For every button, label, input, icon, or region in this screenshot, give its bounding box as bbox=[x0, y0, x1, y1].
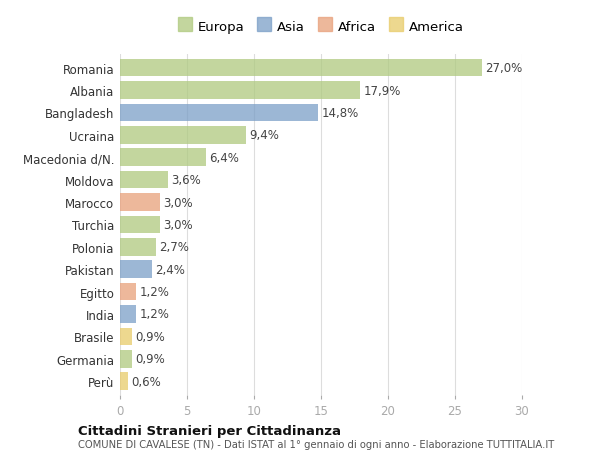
Bar bbox=[120, 60, 482, 77]
Bar bbox=[120, 306, 136, 323]
Bar bbox=[120, 127, 246, 144]
Text: 2,4%: 2,4% bbox=[155, 263, 185, 276]
Text: 27,0%: 27,0% bbox=[485, 62, 523, 75]
Text: 3,0%: 3,0% bbox=[164, 196, 193, 209]
Text: 14,8%: 14,8% bbox=[322, 106, 359, 120]
Bar bbox=[120, 194, 160, 211]
Text: 6,4%: 6,4% bbox=[209, 151, 239, 164]
Bar bbox=[120, 261, 152, 278]
Text: 0,6%: 0,6% bbox=[131, 375, 161, 388]
Text: 1,2%: 1,2% bbox=[139, 285, 169, 298]
Text: 17,9%: 17,9% bbox=[363, 84, 401, 97]
Bar bbox=[120, 82, 360, 100]
Bar bbox=[120, 172, 168, 189]
Text: 3,6%: 3,6% bbox=[172, 174, 202, 187]
Legend: Europa, Asia, Africa, America: Europa, Asia, Africa, America bbox=[175, 17, 467, 36]
Text: 3,0%: 3,0% bbox=[164, 218, 193, 231]
Text: 1,2%: 1,2% bbox=[139, 308, 169, 321]
Bar bbox=[120, 239, 156, 256]
Text: 0,9%: 0,9% bbox=[136, 353, 165, 365]
Text: 0,9%: 0,9% bbox=[136, 330, 165, 343]
Text: Cittadini Stranieri per Cittadinanza: Cittadini Stranieri per Cittadinanza bbox=[78, 424, 341, 437]
Bar bbox=[120, 373, 128, 390]
Bar bbox=[120, 350, 132, 368]
Text: 2,7%: 2,7% bbox=[160, 241, 190, 254]
Text: COMUNE DI CAVALESE (TN) - Dati ISTAT al 1° gennaio di ogni anno - Elaborazione T: COMUNE DI CAVALESE (TN) - Dati ISTAT al … bbox=[78, 440, 554, 449]
Bar bbox=[120, 216, 160, 234]
Text: 9,4%: 9,4% bbox=[250, 129, 279, 142]
Bar bbox=[120, 283, 136, 301]
Bar bbox=[120, 149, 206, 167]
Bar bbox=[120, 105, 319, 122]
Bar bbox=[120, 328, 132, 345]
